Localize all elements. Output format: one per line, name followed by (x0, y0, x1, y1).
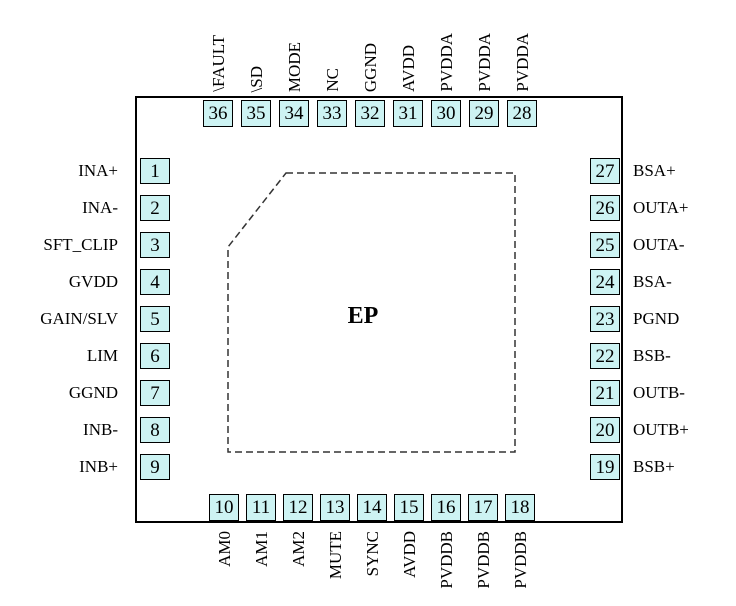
pin-label-25: OUTA- (633, 235, 685, 254)
pin-box-34: 34 (279, 100, 309, 127)
pin-label-30: PVDDA (436, 33, 456, 92)
pin-label-24: BSA- (633, 272, 672, 291)
pin-box-21: 21 (590, 380, 620, 406)
pin-label-1: INA+ (78, 161, 118, 180)
pin-label-5: GAIN/SLV (40, 309, 118, 328)
pin-label-9: INB+ (79, 457, 118, 476)
pin-box-1: 1 (140, 158, 170, 184)
pin-label-8: INB- (83, 420, 118, 439)
pin-label-23: PGND (633, 309, 680, 328)
pin-label-16: PVDDB (436, 531, 456, 589)
pin-box-10: 10 (209, 494, 239, 521)
pin-label-14: SYNC (362, 531, 382, 577)
left-pin-labels: INA+ INA- SFT_CLIP GVDD GAIN/SLV LIM GGN… (0, 158, 118, 480)
pin-label-27: BSA+ (633, 161, 676, 180)
pin-label-15: AVDD (399, 531, 419, 578)
pin-box-35: 35 (241, 100, 271, 127)
pin-label-12: AM2 (288, 531, 308, 567)
exposed-pad-label: EP (347, 303, 379, 329)
pin-label-22: BSB- (633, 346, 671, 365)
pin-box-31: 31 (393, 100, 423, 127)
pin-box-24: 24 (590, 269, 620, 295)
pin-box-5: 5 (140, 306, 170, 332)
pin-label-34: MODE (284, 41, 304, 92)
pin-box-26: 26 (590, 195, 620, 221)
left-pin-column: 1 2 3 4 5 6 7 8 9 (140, 158, 170, 480)
pin-box-7: 7 (140, 380, 170, 406)
pin-box-22: 22 (590, 343, 620, 369)
pin-box-14: 14 (357, 494, 387, 521)
bottom-pin-row: 10 11 12 13 14 15 16 17 18 (209, 494, 535, 521)
right-pin-labels: BSA+ OUTA+ OUTA- BSA- PGND BSB- OUTB- OU… (633, 158, 736, 480)
pin-label-20: OUTB+ (633, 420, 689, 439)
pin-box-9: 9 (140, 454, 170, 480)
pin-box-6: 6 (140, 343, 170, 369)
pin-box-12: 12 (283, 494, 313, 521)
pin-box-20: 20 (590, 417, 620, 443)
pin-label-36: \FAULT (208, 35, 228, 92)
pin-box-30: 30 (431, 100, 461, 127)
pin-label-28: PVDDA (512, 33, 532, 92)
pin-label-2: INA- (82, 198, 118, 217)
exposed-pad-polygon (227, 172, 516, 453)
pin-label-18: PVDDB (510, 531, 530, 589)
pin-label-35: \SD (246, 65, 266, 92)
pin-label-31: AVDD (398, 45, 418, 92)
pin-box-36: 36 (203, 100, 233, 127)
pin-label-7: GGND (68, 383, 118, 402)
pin-box-16: 16 (431, 494, 461, 521)
pin-label-19: BSB+ (633, 457, 675, 476)
bottom-pin-labels: AM0 AM1 AM2 MUTE SYNC AVDD PVDDB PVDDB P… (209, 531, 535, 606)
top-pin-row: 36 35 34 33 32 31 30 29 28 (203, 100, 537, 127)
pin-label-4: GVDD (68, 272, 118, 291)
pin-box-18: 18 (505, 494, 535, 521)
pin-box-3: 3 (140, 232, 170, 258)
pin-label-13: MUTE (325, 531, 345, 580)
pin-label-33: NC (322, 68, 342, 92)
pin-box-13: 13 (320, 494, 350, 521)
pin-box-32: 32 (355, 100, 385, 127)
pin-box-17: 17 (468, 494, 498, 521)
pin-label-29: PVDDA (474, 33, 494, 92)
pin-box-19: 19 (590, 454, 620, 480)
pin-box-2: 2 (140, 195, 170, 221)
top-pin-labels: \FAULT \SD MODE NC GGND AVDD PVDDA PVDDA… (203, 0, 537, 92)
pin-box-25: 25 (590, 232, 620, 258)
pin-box-28: 28 (507, 100, 537, 127)
pin-label-32: GGND (360, 42, 380, 92)
pin-box-15: 15 (394, 494, 424, 521)
pin-label-10: AM0 (214, 531, 234, 567)
pin-label-26: OUTA+ (633, 198, 689, 217)
pin-box-33: 33 (317, 100, 347, 127)
pin-label-3: SFT_CLIP (43, 235, 118, 254)
pin-box-27: 27 (590, 158, 620, 184)
pin-label-17: PVDDB (473, 531, 493, 589)
pin-box-8: 8 (140, 417, 170, 443)
right-pin-column: 27 26 25 24 23 22 21 20 19 (590, 158, 620, 480)
pin-label-11: AM1 (251, 531, 271, 567)
pin-label-21: OUTB- (633, 383, 685, 402)
pin-box-11: 11 (246, 494, 276, 521)
pin-box-4: 4 (140, 269, 170, 295)
pin-box-29: 29 (469, 100, 499, 127)
pin-box-23: 23 (590, 306, 620, 332)
pin-label-6: LIM (86, 346, 118, 365)
